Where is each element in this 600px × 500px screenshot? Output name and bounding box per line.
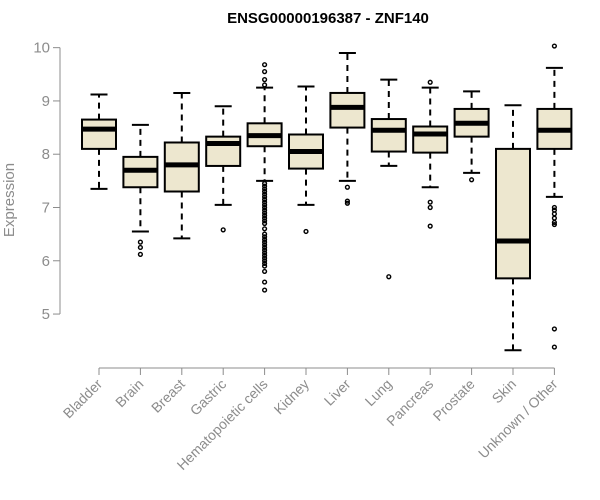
y-tick-label: 6: [42, 253, 50, 270]
x-tick-label: Liver: [321, 376, 354, 409]
outlier-point: [262, 260, 268, 267]
y-tick-label: 10: [33, 40, 50, 57]
outlier-point: [551, 43, 557, 49]
box-group: [536, 43, 573, 350]
outlier-point: [262, 231, 268, 237]
outlier-point: [551, 219, 557, 226]
x-tick-label: Breast: [148, 376, 188, 416]
outlier-point: [262, 252, 268, 259]
outlier-point: [262, 82, 268, 88]
outlier-point: [220, 227, 226, 233]
box-group: [370, 78, 407, 280]
outlier-point: [262, 191, 268, 197]
outlier-point: [137, 239, 143, 245]
outlier-point: [262, 250, 268, 256]
x-tick-label: Skin: [489, 376, 520, 407]
outlier-point: [262, 212, 268, 219]
outlier-point: [469, 177, 475, 183]
outlier-point: [262, 69, 268, 75]
outlier-point: [262, 207, 268, 213]
outlier-point: [427, 199, 433, 205]
box: [412, 125, 449, 154]
box-group: [412, 79, 449, 229]
box-group: [246, 62, 283, 293]
box: [329, 91, 366, 129]
box-group: [329, 51, 366, 206]
outlier-point: [262, 77, 268, 83]
y-tick-label: 8: [42, 146, 50, 163]
outlier-point: [262, 279, 268, 285]
outlier-point: [262, 244, 268, 251]
outlier-point: [262, 186, 268, 192]
x-tick-label: Bladder: [60, 376, 106, 422]
x-tick-label: Kidney: [271, 376, 313, 418]
outlier-point: [262, 242, 268, 248]
outlier-point: [137, 251, 143, 257]
outlier-point: [262, 194, 268, 200]
outlier-point: [262, 215, 268, 221]
outlier-point: [262, 62, 268, 68]
outlier-point: [262, 287, 268, 293]
outlier-point: [262, 188, 268, 195]
outlier-point: [262, 226, 268, 232]
outlier-point: [262, 183, 268, 189]
outlier-point: [344, 200, 350, 206]
box-group: [81, 93, 117, 190]
box-group: [122, 123, 159, 257]
outlier-point: [551, 221, 557, 228]
outlier-point: [551, 215, 557, 221]
outlier-point: [551, 211, 557, 217]
plot-area: [81, 43, 573, 352]
x-tick-label: Prostate: [430, 376, 478, 424]
y-tick-label: 7: [42, 199, 50, 216]
outlier-point: [262, 180, 268, 187]
box: [205, 135, 242, 167]
outlier-point: [262, 234, 268, 240]
y-axis-label: Expression: [1, 163, 18, 237]
y-tick-label: 5: [42, 306, 50, 323]
outlier-point: [262, 218, 268, 224]
x-tick-label: Unknown / Other: [475, 376, 561, 462]
outlier-point: [262, 210, 268, 216]
outlier-point: [262, 258, 268, 264]
chart-title: ENSG00000196387 - ZNF140: [227, 10, 429, 27]
outlier-point: [262, 220, 268, 227]
outlier-point: [262, 268, 268, 275]
outlier-point: [137, 244, 143, 251]
box: [81, 118, 117, 150]
outlier-point: [427, 223, 433, 229]
box-group: [495, 104, 531, 352]
y-tick-label: 9: [42, 93, 50, 110]
outlier-point: [262, 202, 268, 208]
outlier-point: [262, 263, 268, 269]
box: [370, 118, 407, 153]
y-axis: 5 6 7 8 9 10: [33, 40, 61, 323]
outlier-point: [262, 196, 268, 203]
outlier-point: [262, 199, 268, 205]
outlier-point: [262, 255, 268, 261]
outlier-point: [427, 79, 433, 85]
outlier-point: [344, 184, 350, 190]
outlier-point: [344, 198, 350, 204]
outlier-point: [303, 228, 309, 235]
outlier-point: [551, 326, 557, 332]
x-tick-label: Brain: [112, 376, 146, 410]
outlier-point: [551, 344, 557, 350]
outlier-point: [262, 239, 268, 245]
box-group: [205, 105, 242, 233]
box-group: [453, 90, 490, 183]
outlier-point: [262, 204, 268, 211]
outlier-point: [262, 236, 268, 243]
outlier-point: [386, 274, 392, 280]
outlier-point: [427, 204, 433, 211]
outlier-point: [262, 247, 268, 253]
box: [495, 147, 531, 280]
x-tick-label: Lung: [362, 376, 395, 409]
outlier-point: [551, 204, 557, 211]
box-group: [288, 85, 324, 235]
box-group: [163, 91, 200, 240]
